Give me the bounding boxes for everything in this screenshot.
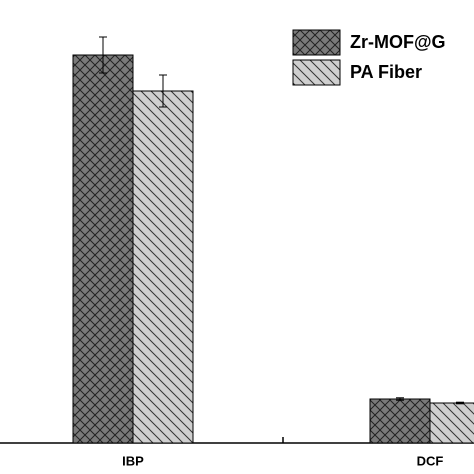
bar: [132, 90, 194, 444]
error-bar: [456, 401, 464, 405]
legend-swatch: [292, 59, 341, 86]
legend-label: Zr-MOF@G: [350, 32, 446, 52]
bar: [72, 54, 134, 444]
error-bar: [159, 74, 167, 108]
legend-swatch: [292, 29, 341, 56]
x-tick-label: IBP: [122, 453, 144, 468]
x-tick-label: DCF: [417, 453, 444, 468]
error-bar: [396, 397, 404, 401]
legend-label: PA Fiber: [350, 62, 422, 82]
bar: [369, 398, 431, 444]
bar: [429, 402, 474, 444]
error-bar: [99, 36, 107, 74]
